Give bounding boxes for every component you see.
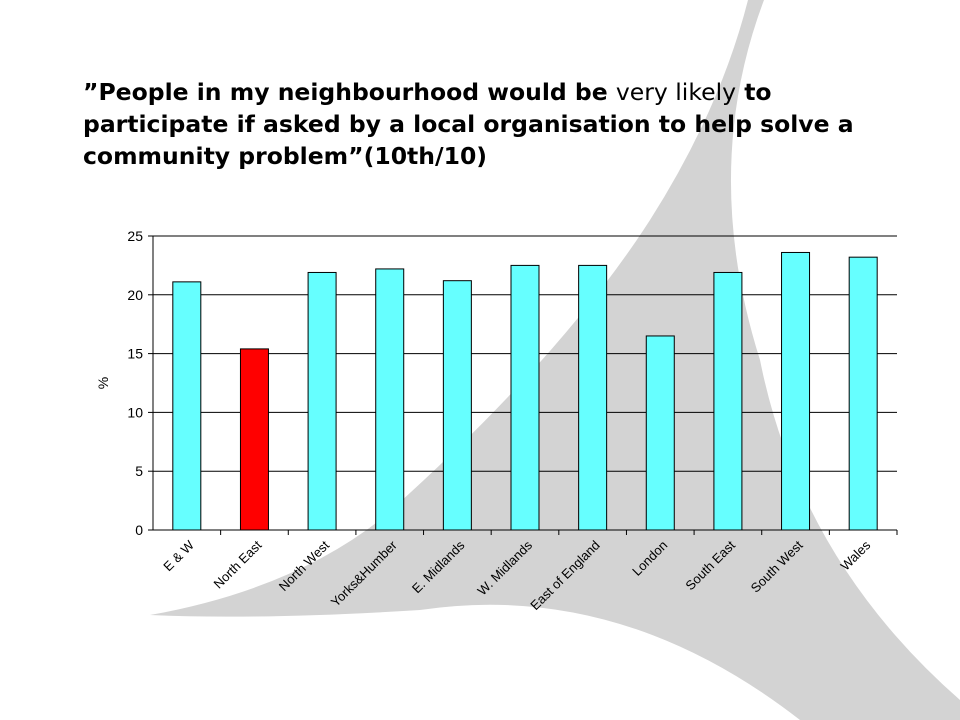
title-part-1: ”People in my neighbourhood would be — [83, 78, 616, 106]
bars — [172, 251, 878, 531]
bar-south-east — [713, 271, 743, 531]
bar-e-w — [172, 281, 202, 531]
x-tick-label: South West — [748, 537, 806, 595]
title-emphasis: very likely — [615, 78, 737, 106]
y-tick-label: 20 — [127, 287, 143, 303]
bar-london — [645, 335, 675, 531]
x-tick-label: East of England — [527, 538, 603, 614]
backdrop-swoosh — [150, 0, 960, 720]
y-axis-label: % — [95, 377, 111, 389]
y-tick-label: 15 — [127, 346, 143, 362]
x-tick-label: London — [629, 538, 670, 579]
bar-e-midlands — [442, 280, 472, 531]
y-tick-label: 0 — [135, 522, 143, 538]
x-tick-label: North West — [276, 537, 333, 594]
x-tick-label: South East — [682, 537, 738, 593]
y-tick-label: 25 — [127, 228, 143, 244]
x-tick-label: W. Midlands — [474, 537, 535, 598]
y-tick-labels: 0 5 10 15 20 25 — [127, 228, 143, 538]
bar-wales — [848, 256, 878, 531]
slide-title: ”People in my neighbourhood would be ver… — [83, 76, 903, 172]
bar-east-of-england — [578, 264, 608, 531]
bar-yorks-humber — [375, 268, 405, 531]
title-part-2: to participate if asked by a local organ… — [83, 78, 854, 170]
x-tick-label: E & W — [160, 537, 197, 574]
x-tick-label: E. Midlands — [409, 537, 468, 596]
y-tick-label: 10 — [127, 404, 143, 420]
bar-south-west — [781, 251, 811, 531]
x-tick-label: Yorks&Humber — [328, 537, 401, 610]
y-tick-label: 5 — [135, 463, 143, 479]
bar-north-east — [239, 348, 269, 531]
x-tick-label: Wales — [837, 537, 873, 573]
bar-north-west — [307, 271, 337, 531]
bar-w-midlands — [510, 264, 540, 531]
x-tick-label: North East — [211, 537, 265, 591]
